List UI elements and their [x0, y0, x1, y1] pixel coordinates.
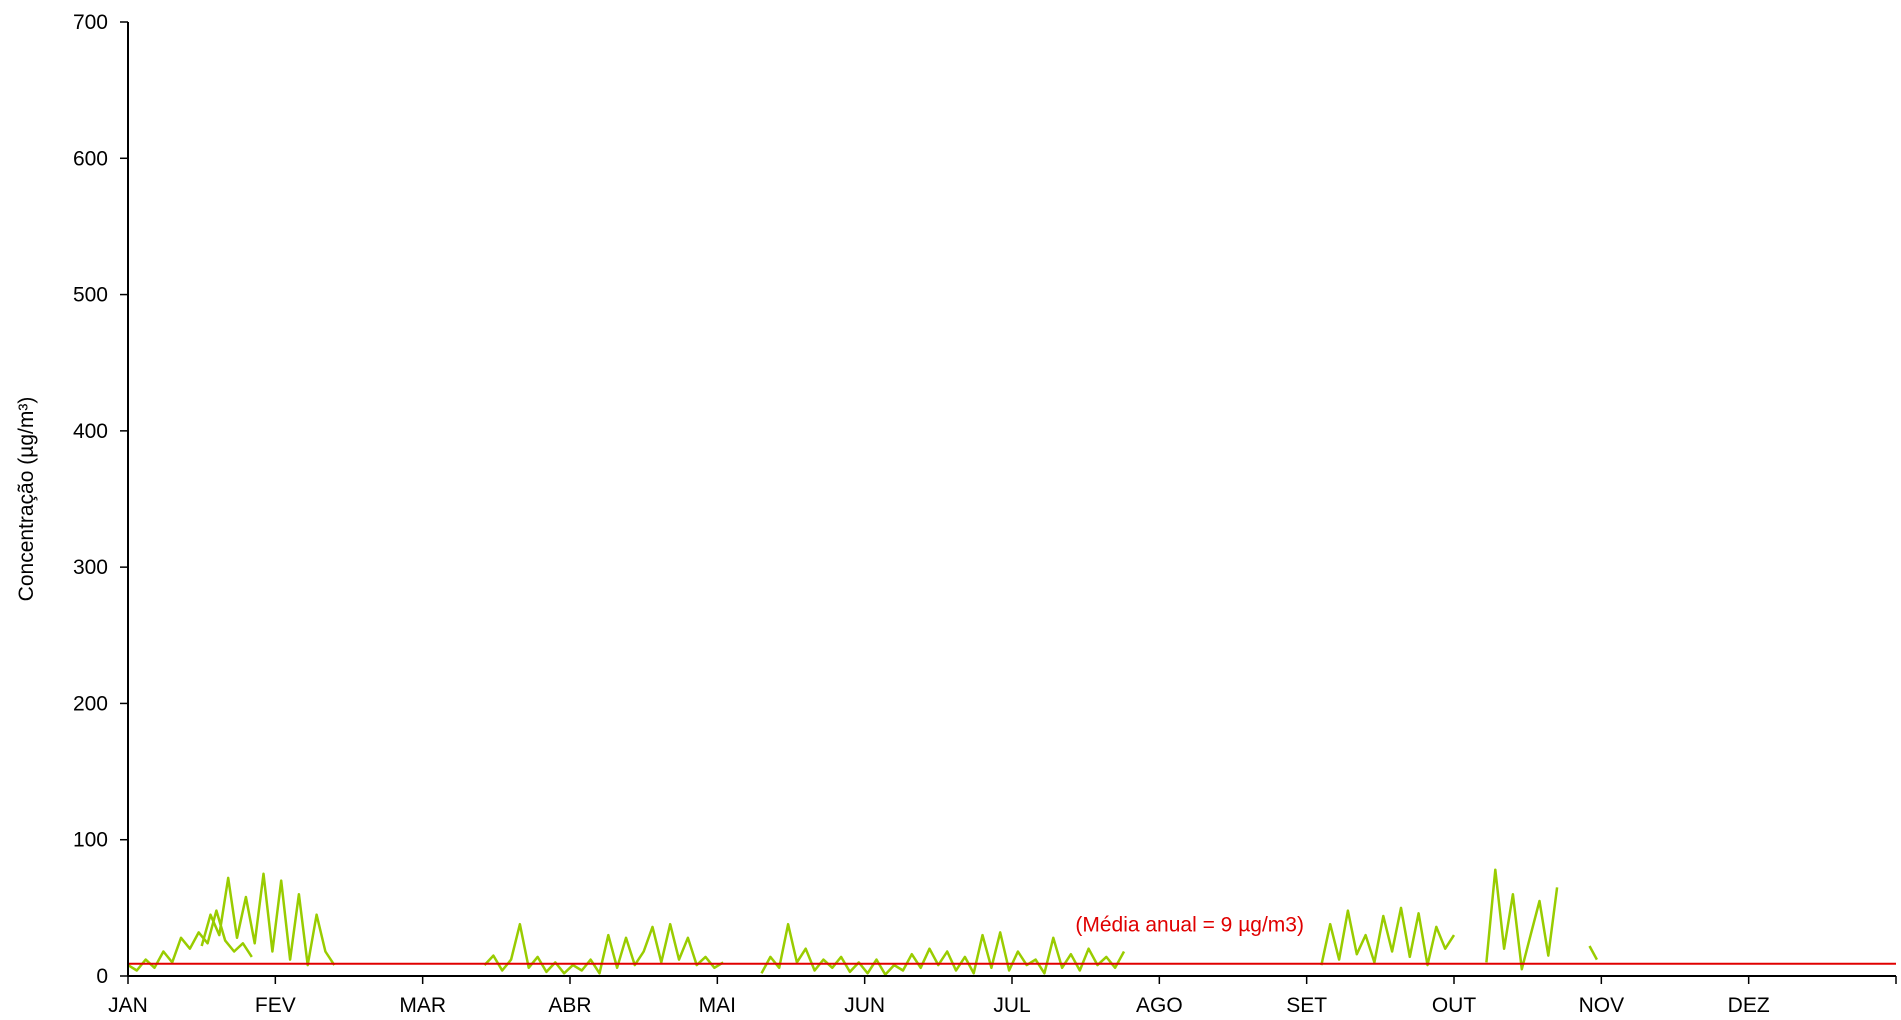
- y-tick-label: 100: [73, 829, 108, 852]
- series-segment: [483, 922, 724, 975]
- y-tick-label: 300: [73, 556, 108, 579]
- x-tick-label: ABR: [548, 994, 591, 1017]
- y-axis-title: Concentração (µg/m³): [15, 397, 38, 602]
- y-tick-label: 400: [73, 420, 108, 443]
- x-tick-label: JAN: [108, 994, 148, 1017]
- x-tick-label: JUL: [993, 994, 1030, 1017]
- x-tick-label: MAR: [399, 994, 446, 1017]
- x-tick-label: MAI: [699, 994, 736, 1017]
- x-tick-label: JUN: [844, 994, 885, 1017]
- reference-line-label: (Média anual = 9 µg/m3): [1075, 914, 1304, 937]
- series-layer: [127, 868, 1598, 976]
- x-tick-label: SET: [1286, 994, 1327, 1017]
- x-tick-label: NOV: [1579, 994, 1625, 1017]
- y-tick-label: 500: [73, 284, 108, 307]
- series-segment: [760, 922, 1126, 976]
- x-axis-ticks: JAN FEV MAR ABR MAI JUN JUL AGO SET OUT NOV DEZ: [108, 976, 1897, 1017]
- y-tick-label: 700: [73, 11, 108, 34]
- y-tick-label: 200: [73, 692, 108, 715]
- series-segment: [1588, 945, 1598, 961]
- x-tick-label: AGO: [1136, 994, 1183, 1017]
- y-axis-ticks: 0 100 200 300 400 500 600 700: [73, 11, 128, 988]
- y-tick-label: 600: [73, 147, 108, 170]
- x-tick-label: DEZ: [1728, 994, 1770, 1017]
- series-segment: [1485, 868, 1559, 971]
- y-tick-label: 0: [96, 965, 108, 988]
- series-segment: [1320, 906, 1456, 967]
- x-tick-label: OUT: [1432, 994, 1477, 1017]
- series-segment: [127, 909, 253, 972]
- series-segment: [200, 872, 336, 967]
- x-tick-label: FEV: [255, 994, 296, 1017]
